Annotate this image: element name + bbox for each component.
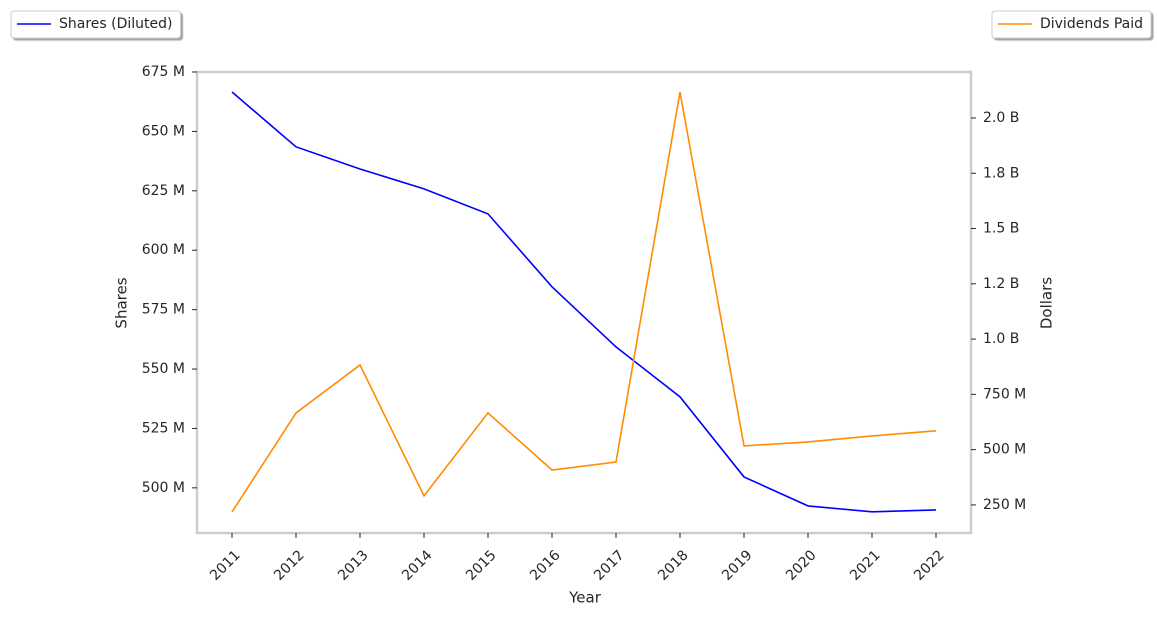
y-tick-label: 600 M [142, 242, 185, 258]
y-tick-label: 525 M [142, 420, 185, 436]
x-tick-label: 2017 [591, 547, 628, 584]
x-tick-label: 2014 [399, 547, 436, 584]
y2-tick-label: 250 M [983, 497, 1026, 513]
legend-box [991, 10, 1152, 39]
x-tick-label: 2021 [847, 547, 884, 584]
legend-label: Dividends Paid [1040, 16, 1143, 32]
y-tick-label: 575 M [142, 302, 185, 318]
x-tick-label: 2019 [719, 547, 756, 584]
y2-tick-label: 1.8 B [983, 165, 1019, 181]
y-axis-label: Shares [113, 277, 131, 328]
y-tick-label: 550 M [142, 361, 185, 377]
plot-frame [195, 70, 973, 535]
y2-axis-label: Dollars [1038, 277, 1056, 329]
x-tick-label: 2013 [335, 547, 372, 584]
legend-box [10, 10, 181, 39]
y2-tick-label: 750 M [983, 386, 1026, 402]
x-tick-label: 2020 [783, 547, 820, 584]
legend-label: Shares (Diluted) [59, 16, 173, 32]
series-line [231, 91, 937, 513]
y2-tick-label: 1.0 B [983, 331, 1019, 347]
series-line [231, 91, 937, 513]
y-tick-label: 650 M [142, 123, 185, 139]
y2-tick-label: 500 M [983, 442, 1026, 458]
y2-tick-label: 2.0 B [983, 110, 1019, 126]
y2-tick-label: 1.5 B [983, 221, 1019, 237]
x-tick-label: 2016 [527, 547, 564, 584]
y-tick-label: 500 M [142, 480, 185, 496]
x-tick-label: 2015 [463, 547, 500, 584]
x-tick-label: 2018 [655, 547, 692, 584]
x-axis-label: Year [568, 589, 602, 607]
x-tick-label: 2022 [911, 547, 948, 584]
legend: Shares (Diluted) [10, 10, 181, 39]
x-tick-label: 2012 [271, 547, 308, 584]
y-tick-label: 625 M [142, 183, 185, 199]
y-tick-label: 675 M [142, 64, 185, 80]
legend: Dividends Paid [991, 10, 1152, 39]
x-tick-label: 2011 [207, 547, 244, 584]
y2-tick-label: 1.2 B [983, 276, 1019, 292]
